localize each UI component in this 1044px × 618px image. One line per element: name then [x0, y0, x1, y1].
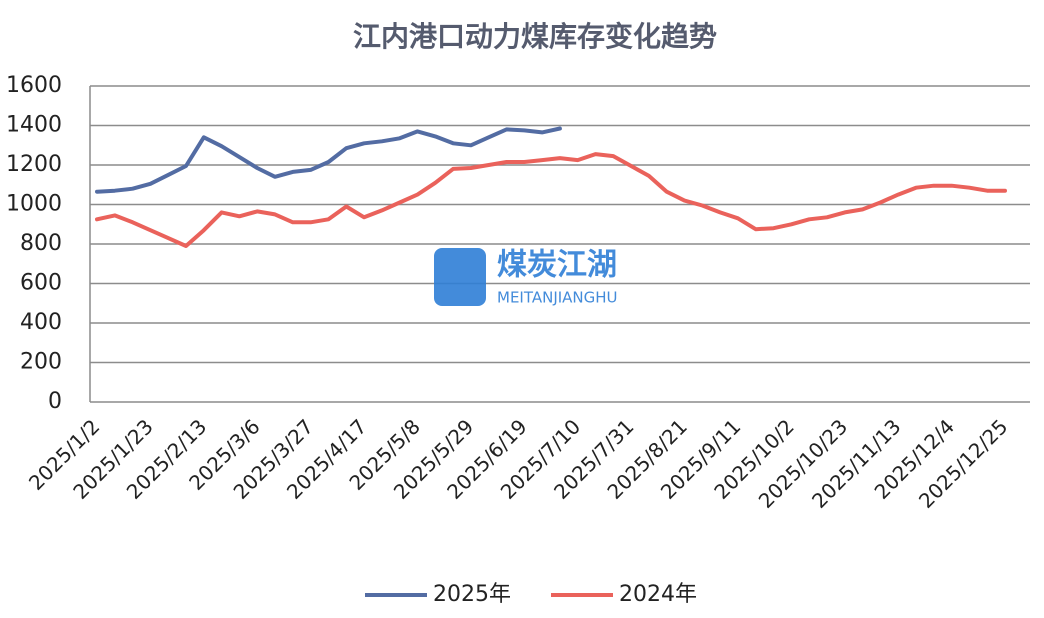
y-tick-label: 0 [48, 389, 62, 414]
y-tick-label: 1000 [6, 192, 62, 217]
logo-icon [434, 248, 486, 306]
series-line [95, 126, 562, 194]
legend-label: 2024年 [619, 582, 697, 607]
y-tick-label: 1400 [6, 113, 62, 138]
legend-label: 2025年 [433, 582, 511, 607]
watermark-brand-en: MEITANJIANGHU [497, 289, 618, 307]
y-tick-label: 400 [20, 310, 62, 335]
y-tick-label: 1600 [6, 73, 62, 98]
series-line [95, 152, 1007, 248]
watermark-brand: 煤炭江湖 [497, 248, 617, 283]
watermark-logo: 煤炭江湖 MEITANJIANGHU [434, 248, 618, 307]
y-tick-label: 600 [20, 271, 62, 296]
y-tick-label: 1200 [6, 152, 62, 177]
y-tick-label: 800 [20, 231, 62, 256]
chart-title: 江内港口动力煤库存变化趋势 [353, 20, 717, 53]
y-tick-label: 200 [20, 350, 62, 375]
